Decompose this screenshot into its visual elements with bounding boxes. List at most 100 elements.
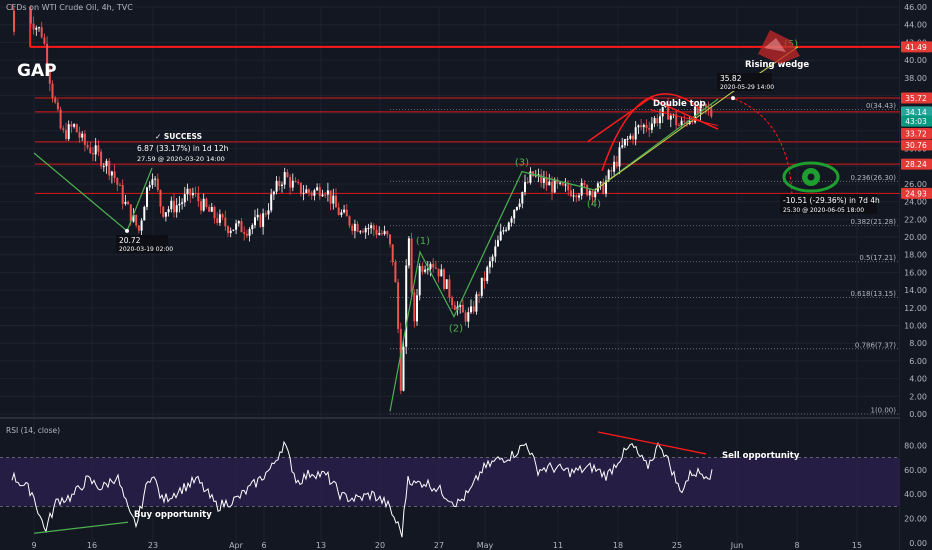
candle-down xyxy=(297,182,300,184)
candle-up xyxy=(475,294,478,312)
candle-up xyxy=(623,139,626,146)
price-tick: 40.00 xyxy=(904,56,927,65)
candle-up xyxy=(588,190,591,196)
price-tag xyxy=(901,106,932,118)
target-box: -10.51 (-29.36%) in 7d 4h 25.30 @ 2020-0… xyxy=(780,194,880,214)
candle-down xyxy=(310,192,313,196)
eye-icon xyxy=(782,161,840,193)
rising-wedge-label: Rising wedge xyxy=(745,60,809,70)
price-tick: 8.00 xyxy=(909,339,927,348)
candle-up xyxy=(178,203,181,206)
candle-up xyxy=(669,115,672,120)
candle-down xyxy=(667,104,670,120)
candle-down xyxy=(278,180,281,187)
candle-down xyxy=(29,8,32,24)
candle-down xyxy=(264,213,267,215)
candle-up xyxy=(513,209,516,219)
candle-up xyxy=(650,123,653,130)
candle-up xyxy=(94,145,97,155)
price-tick: 6.00 xyxy=(909,357,927,366)
candle-up xyxy=(470,306,472,313)
candle-up xyxy=(191,192,194,196)
price-tick: 0.00 xyxy=(909,410,927,419)
success-label: ✓ SUCCESS xyxy=(155,132,202,141)
target-marker-icon xyxy=(758,30,800,64)
fib-label: 0.382(21.28) xyxy=(850,218,896,226)
candle-down xyxy=(483,277,486,282)
candle-down xyxy=(375,229,378,235)
price-tag xyxy=(901,41,932,53)
candle-down xyxy=(205,198,208,207)
candle-down xyxy=(86,144,89,148)
price-tick: 16.00 xyxy=(904,268,927,277)
candle-down xyxy=(59,109,62,129)
candle-up xyxy=(445,279,448,289)
candle-down xyxy=(216,218,219,223)
candle-down xyxy=(526,182,529,184)
candle-up xyxy=(235,223,238,230)
candle-down xyxy=(121,185,124,204)
fib-label: 0.786(7.37) xyxy=(855,341,896,349)
candle-down xyxy=(108,160,111,176)
candle-down xyxy=(710,108,713,117)
candle-down xyxy=(137,225,140,231)
candle-down xyxy=(386,231,389,235)
candle-down xyxy=(704,104,707,108)
price-tag xyxy=(901,92,932,104)
candle-down xyxy=(221,214,224,218)
candle-down xyxy=(478,294,481,296)
candle-down xyxy=(113,171,116,179)
time-tick: 16 xyxy=(87,541,97,550)
price-tick: 2.00 xyxy=(909,392,927,401)
rsi-pane xyxy=(0,431,900,538)
candle-up xyxy=(548,181,551,186)
price-axis: 46.0044.0042.0040.0038.0036.0034.0032.00… xyxy=(900,0,932,550)
candle-down xyxy=(51,83,54,99)
candle-down xyxy=(561,182,564,186)
candle-up xyxy=(507,222,510,230)
candle-down xyxy=(583,182,586,186)
candle-down xyxy=(308,189,310,193)
rsi-tick: 20.00 xyxy=(904,515,927,524)
candle-up xyxy=(148,185,151,188)
candle-down xyxy=(75,124,78,133)
candle-down xyxy=(464,312,467,322)
candle-up xyxy=(154,178,157,180)
time-axis: 9 16 23 Apr 6 13 20 27 May 11 18 25 Jun 8 15 xyxy=(31,541,862,550)
price-tick: 20.00 xyxy=(904,233,927,242)
time-tick: Jun xyxy=(730,541,744,550)
candle-up xyxy=(251,225,254,230)
price-axis-bg xyxy=(900,0,932,550)
success-line1: 6.87 (33.17%) in 1d 12h xyxy=(137,144,229,153)
candle-up xyxy=(170,200,173,210)
candle-down xyxy=(421,266,424,272)
candle-down xyxy=(461,304,464,313)
candle-down xyxy=(656,118,659,124)
candle-down xyxy=(337,207,340,216)
price-tick: 26.00 xyxy=(904,180,927,189)
candle-up xyxy=(313,190,316,196)
price-tick: 44.00 xyxy=(904,21,927,30)
candle-down xyxy=(100,151,103,167)
candle-up xyxy=(281,184,283,187)
candle-up xyxy=(305,189,308,193)
candle-up xyxy=(378,233,381,235)
candle-up xyxy=(634,127,637,140)
candle-down xyxy=(345,209,348,217)
time-tick: 13 xyxy=(316,541,326,550)
candle-up xyxy=(626,138,629,140)
candle-up xyxy=(218,214,221,223)
candle-up xyxy=(326,190,329,195)
candle-down xyxy=(227,226,229,234)
candle-up xyxy=(275,180,278,192)
candle-down xyxy=(702,104,705,106)
candle-down xyxy=(127,201,130,205)
candle-up xyxy=(607,170,610,181)
candle-down xyxy=(83,133,86,145)
wave4-channel xyxy=(521,171,596,191)
time-tick: 18 xyxy=(613,541,623,550)
candle-up xyxy=(183,194,186,203)
candle-down xyxy=(602,181,605,194)
candle-down xyxy=(551,181,553,193)
